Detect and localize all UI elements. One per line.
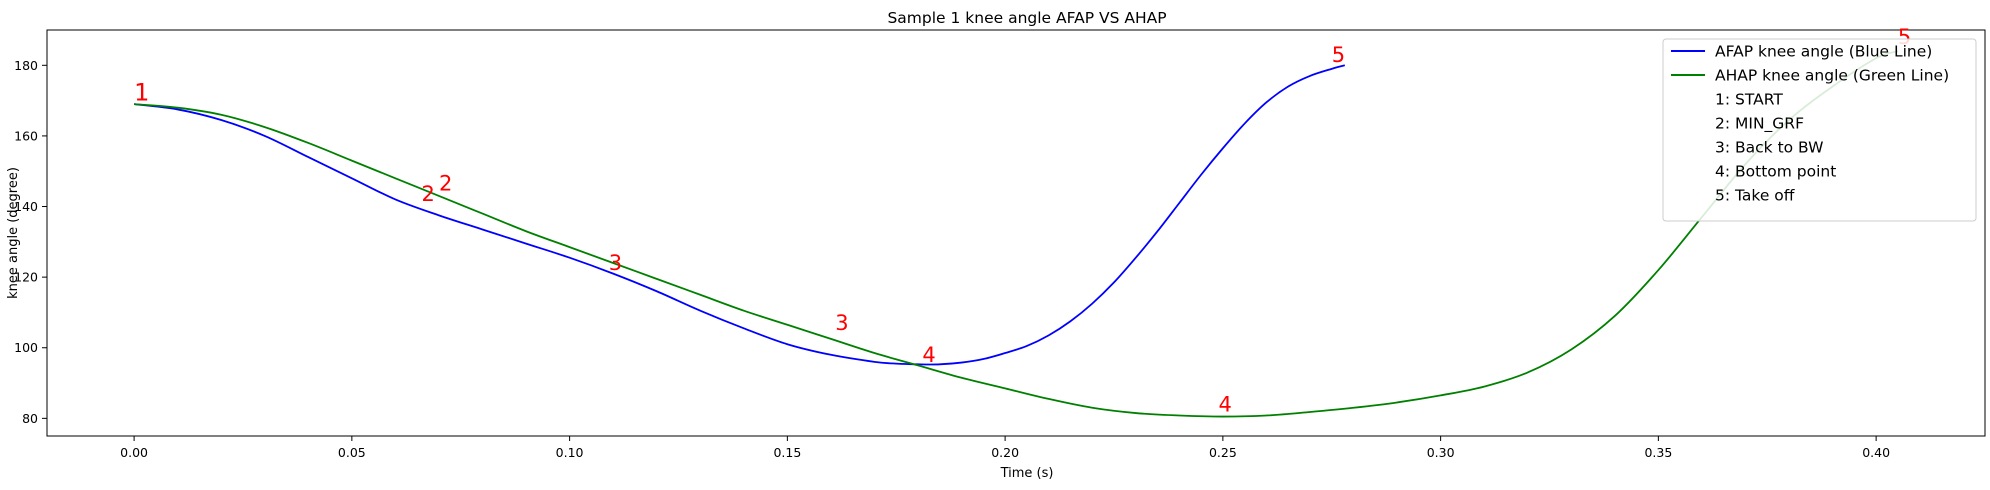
x-tick-label: 0.10: [556, 445, 584, 460]
y-axis: 80 100 120 140 160 180: [14, 58, 47, 426]
legend-entry: 3: Back to BW: [1715, 139, 1823, 157]
legend-entry: 2: MIN_GRF: [1715, 115, 1804, 134]
x-tick-label: 0.40: [1862, 445, 1890, 460]
legend-entry: AFAP knee angle (Blue Line): [1715, 43, 1932, 61]
annotation-label: 3: [609, 251, 622, 275]
series-line-1: [133, 64, 1346, 366]
legend-entry: 4: Bottom point: [1715, 163, 1836, 181]
annotation-label: 2: [439, 172, 452, 196]
x-axis: 0.00 0.05 0.10 0.15 0.20 0.25 0.30 0.35 0.40: [120, 436, 1890, 460]
y-tick-label: 160: [14, 128, 38, 143]
x-tick-label: 0.25: [1209, 445, 1237, 460]
series-line-2: [134, 50, 1899, 418]
annotation-label: 1: [134, 79, 149, 107]
legend: AFAP knee angle (Blue Line) AHAP knee ang…: [1662, 38, 1977, 222]
x-tick-label: 0.15: [773, 445, 801, 460]
x-tick-label: 0.30: [1427, 445, 1455, 460]
y-tick-label: 180: [14, 58, 38, 73]
x-tick-label: 0.35: [1644, 445, 1672, 460]
x-axis-label: Time (s): [1000, 466, 1054, 481]
y-tick-label: 140: [14, 199, 38, 214]
annotation-label: 4: [1219, 392, 1232, 416]
x-tick-label: 0.00: [120, 445, 148, 460]
y-tick-label: 100: [14, 340, 38, 355]
y-tick-label: 120: [14, 270, 38, 285]
annotation-label: 5: [1332, 43, 1345, 67]
x-tick-label: 0.05: [338, 445, 366, 460]
plot-frame: [46, 29, 1986, 437]
legend-entry: 5: Take off: [1715, 187, 1795, 205]
annotation-label: 2: [422, 182, 435, 206]
y-tick-label: 80: [22, 411, 38, 426]
legend-entry: 1: START: [1715, 91, 1783, 109]
plot-area: [133, 50, 1899, 418]
annotation-label: 4: [922, 343, 935, 367]
y-axis-label: knee angle (degree): [6, 167, 21, 299]
legend-entry: AHAP knee angle (Green Line): [1715, 67, 1949, 85]
legend-box: [1662, 38, 1977, 222]
x-tick-label: 0.20: [991, 445, 1019, 460]
annotation-label: 3: [835, 311, 848, 335]
chart-title: Sample 1 knee angle AFAP VS AHAP: [887, 9, 1166, 27]
